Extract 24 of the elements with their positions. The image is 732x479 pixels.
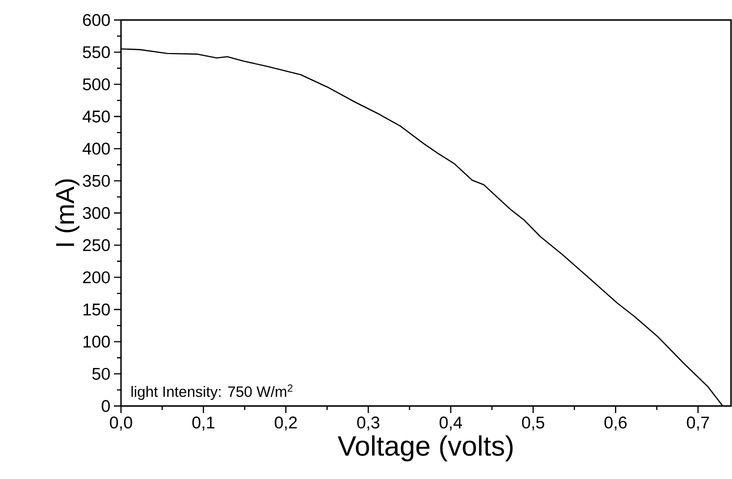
y-tick-label: 0 <box>102 400 110 412</box>
y-tick-label: 50 <box>92 368 110 380</box>
y-tick-label: 100 <box>84 336 110 348</box>
x-tick-label: 0,1 <box>192 416 214 431</box>
y-tick-label: 250 <box>83 239 110 252</box>
x-tick-label: 0,2 <box>274 416 297 431</box>
x-tick-label: 0,4 <box>440 416 462 431</box>
y-tick-label: 350 <box>82 174 110 187</box>
y-tick-label: 200 <box>83 271 110 284</box>
y-axis-title: I (mA) <box>55 179 80 246</box>
y-tick-label: 150 <box>84 304 110 316</box>
y-tick-label: 600 <box>83 14 110 26</box>
y-tick-label: 550 <box>82 46 110 58</box>
annotation: light Intensity: 750 W/m$^{2}$ <box>132 384 292 400</box>
x-tick-label: 0,7 <box>686 416 709 431</box>
y-tick-label: 300 <box>82 207 110 220</box>
x-axis-title: Voltage (volts) <box>338 435 513 462</box>
x-tick-label: 0,3 <box>357 416 380 431</box>
x-tick-label: 0,5 <box>522 416 544 431</box>
y-tick-label: 400 <box>82 142 110 155</box>
x-tick-label: 0,6 <box>604 416 627 431</box>
y-tick-label: 500 <box>82 78 110 90</box>
y-tick-label: 450 <box>82 110 110 123</box>
x-tick-label: 0,0 <box>110 416 132 431</box>
